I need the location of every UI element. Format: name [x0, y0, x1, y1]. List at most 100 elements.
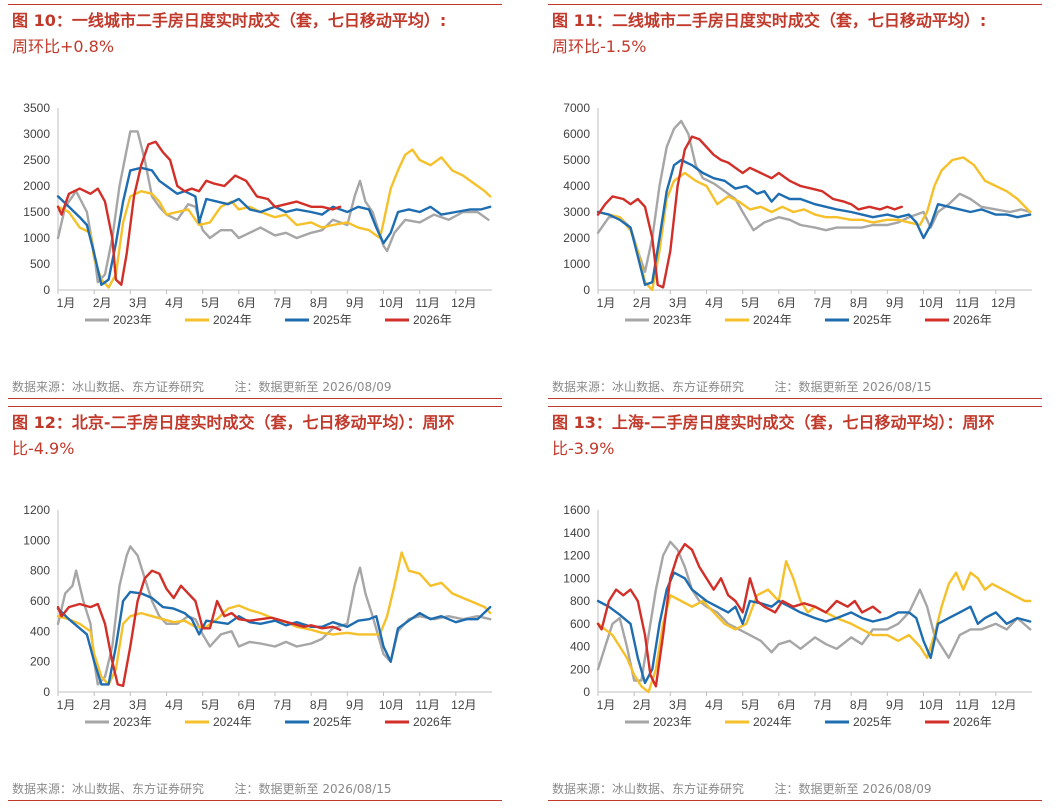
series-line-2026年 — [56, 140, 342, 286]
figure-title: 图 11：二线城市二手房日度实时成交（套，七日移动平均）: 周环比-1.5% — [552, 11, 987, 56]
x-tick-label: 10月 — [379, 698, 404, 712]
figure-subtitle: 比-4.9% — [12, 439, 75, 458]
series-line-2025年 — [56, 590, 492, 686]
series-line-2025年 — [596, 571, 1032, 685]
bottom-divider — [8, 398, 502, 399]
y-tick-label: 1200 — [563, 549, 590, 563]
x-tick-label: 9月 — [886, 698, 905, 712]
bottom-divider — [548, 800, 1042, 801]
x-tick-label: 9月 — [346, 698, 365, 712]
x-tick-label: 7月 — [814, 698, 833, 712]
y-tick-label: 5000 — [563, 153, 590, 167]
series-line-2025年 — [56, 166, 492, 286]
x-tick-label: 1月 — [57, 296, 76, 310]
figure-subtitle: 比-3.9% — [552, 439, 615, 458]
y-tick-label: 1500 — [23, 205, 50, 219]
y-tick-label: 1400 — [563, 526, 590, 540]
y-tick-label: 0 — [43, 283, 50, 297]
x-tick-label: 8月 — [310, 296, 329, 310]
source-note: 数据来源：冰山数据、东方证券研究 注：数据更新至 2026/08/15 — [12, 782, 392, 796]
y-tick-label: 800 — [30, 564, 50, 578]
legend-label: 2023年 — [113, 715, 152, 729]
legend-label: 2026年 — [413, 313, 452, 327]
title-divider — [8, 406, 502, 407]
x-tick-label: 6月 — [777, 296, 796, 310]
y-tick-label: 1000 — [23, 533, 50, 547]
legend-label: 2023年 — [653, 313, 692, 327]
x-tick-label: 10月 — [379, 296, 404, 310]
x-tick-label: 6月 — [237, 698, 256, 712]
x-tick-label: 12月 — [451, 296, 476, 310]
x-tick-label: 5月 — [741, 698, 760, 712]
x-tick-label: 4月 — [705, 296, 724, 310]
x-tick-label: 11月 — [955, 296, 979, 310]
y-tick-label: 1000 — [563, 257, 590, 271]
series-line-2024年 — [56, 148, 492, 289]
title-divider — [8, 4, 502, 5]
figure-subtitle: 周环比+0.8% — [12, 37, 115, 56]
legend-label: 2023年 — [113, 313, 152, 327]
y-tick-label: 1000 — [23, 231, 50, 245]
series-line-2024年 — [56, 551, 492, 686]
y-tick-label: 200 — [570, 662, 590, 676]
y-tick-label: 2000 — [23, 179, 50, 193]
x-tick-label: 2月 — [633, 296, 652, 310]
y-tick-label: 2500 — [23, 153, 50, 167]
x-tick-label: 2月 — [93, 296, 112, 310]
y-tick-label: 7000 — [563, 101, 590, 115]
y-tick-label: 800 — [570, 594, 590, 608]
source-note: 数据来源：冰山数据、东方证券研究 注：数据更新至 2026/08/09 — [552, 782, 932, 796]
series-line-2024年 — [596, 560, 1032, 694]
x-tick-label: 3月 — [129, 698, 148, 712]
y-tick-label: 1000 — [563, 571, 590, 585]
series-line-2025年 — [596, 158, 1032, 286]
title-divider — [548, 4, 1042, 5]
x-tick-label: 8月 — [850, 296, 869, 310]
x-tick-label: 8月 — [850, 698, 869, 712]
y-tick-label: 1600 — [563, 503, 590, 517]
panel-shanghai: 图 13：上海-二手房日度实时成交（套，七日移动平均）：周环 比-3.9% 0 20… — [548, 402, 1048, 802]
legend-label: 2025年 — [853, 313, 892, 327]
x-tick-label: 6月 — [237, 296, 256, 310]
y-tick-label: 4000 — [563, 179, 590, 193]
y-tick-label: 2000 — [563, 231, 590, 245]
figure-subtitle: 周环比-1.5% — [552, 37, 647, 56]
x-tick-label: 3月 — [669, 698, 688, 712]
x-tick-label: 11月 — [955, 698, 979, 712]
bottom-divider — [548, 398, 1042, 399]
y-tick-label: 600 — [30, 594, 50, 608]
x-tick-label: 5月 — [201, 698, 220, 712]
x-tick-label: 7月 — [274, 296, 293, 310]
y-tick-label: 3000 — [563, 205, 590, 219]
x-tick-label: 5月 — [741, 296, 760, 310]
x-tick-label: 1月 — [57, 698, 76, 712]
legend-label: 2024年 — [213, 313, 252, 327]
x-tick-label: 3月 — [669, 296, 688, 310]
x-tick-label: 9月 — [346, 296, 365, 310]
panel-beijing: 图 12：北京-二手房日度实时成交（套，七日移动平均）：周环 比-4.9% 0 20… — [8, 402, 508, 802]
y-tick-label: 0 — [583, 283, 590, 297]
series-line-2023年 — [596, 540, 1032, 682]
figure-title: 图 13：上海-二手房日度实时成交（套，七日移动平均）：周环 比-3.9% — [552, 413, 995, 458]
x-tick-label: 12月 — [451, 698, 476, 712]
legend-label: 2026年 — [953, 313, 992, 327]
panel-first-tier-cities: 图 10：一线城市二手房日度实时成交（套，七日移动平均）: 周环比+0.8% 0 5… — [8, 0, 508, 400]
legend-label: 2025年 — [313, 313, 352, 327]
x-tick-label: 1月 — [597, 698, 616, 712]
series-line-2023年 — [56, 130, 490, 284]
legend-label: 2026年 — [953, 715, 992, 729]
x-tick-label: 12月 — [991, 296, 1016, 310]
x-tick-label: 1月 — [597, 296, 616, 310]
title-divider — [548, 406, 1042, 407]
series-line-2026年 — [56, 569, 342, 688]
x-tick-label: 2月 — [93, 698, 112, 712]
figure-title: 图 10：一线城市二手房日度实时成交（套，七日移动平均）: 周环比+0.8% — [12, 11, 447, 56]
legend-label: 2024年 — [753, 715, 792, 729]
y-tick-label: 200 — [30, 655, 50, 669]
chart-second-tier: 0 1000 2000 3000 4000 5000 6000 7000 1月 2月 3月 4月 5月 6… — [563, 101, 1032, 327]
y-tick-label: 500 — [30, 257, 50, 271]
chart-shanghai: 0 200 400 600 800 1000 1200 1400 1600 1月 2月 3月 4月 5月 6… — [563, 503, 1032, 729]
x-tick-label: 5月 — [201, 296, 220, 310]
x-tick-label: 10月 — [919, 296, 944, 310]
